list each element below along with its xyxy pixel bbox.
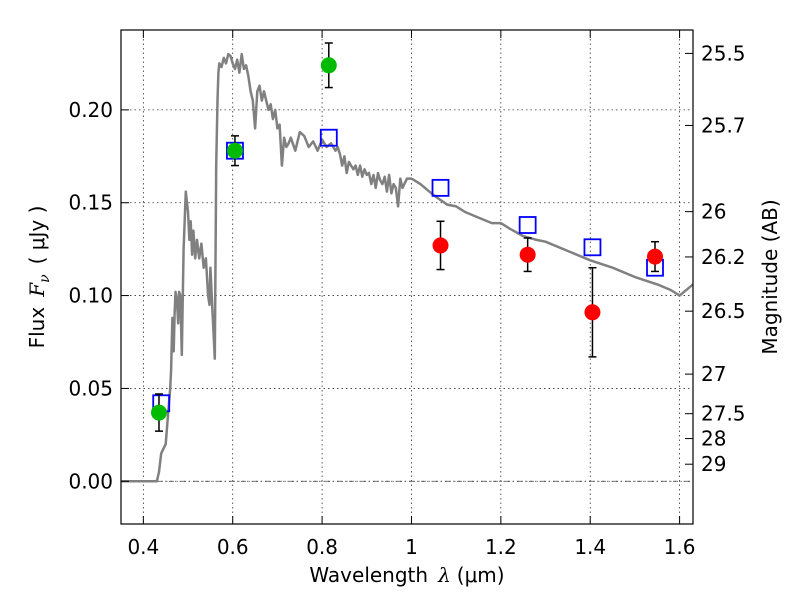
x-tick-label: 0.8	[306, 535, 338, 559]
observed-point	[226, 142, 243, 159]
observed-point	[584, 304, 601, 321]
magnitude-tick-label: 27	[701, 362, 726, 386]
magnitude-tick-label: 25.5	[701, 41, 746, 65]
x-tick-label: 0.6	[217, 535, 249, 559]
y-axis-label: FluxFν( μJy )	[25, 206, 53, 349]
model-photometry-square	[583, 238, 602, 257]
model-spectrum-line	[121, 52, 693, 483]
y-tick-label: 0.15	[68, 191, 113, 215]
model-photometry-square	[431, 178, 450, 197]
plot-area	[121, 42, 693, 483]
magnitude-tick-label: 28	[701, 427, 726, 451]
magnitude-tick-label: 25.7	[701, 113, 746, 137]
y2-axis-label: Magnitude (AB)	[758, 199, 782, 354]
y-tick-label: 0.00	[68, 469, 113, 493]
model-photometry-square	[518, 216, 537, 234]
y-tick-label: 0.20	[68, 98, 113, 122]
x-tick-label: 1.4	[574, 535, 606, 559]
x-tick-label: 1.6	[664, 535, 696, 559]
magnitude-tick-label: 27.5	[701, 402, 746, 426]
observed-point	[647, 248, 664, 265]
x-tick-label: 0.4	[127, 535, 159, 559]
observed-point	[320, 57, 337, 74]
observed-point	[150, 404, 167, 421]
x-axis-label: Wavelength λ (μm)	[309, 563, 504, 587]
magnitude-tick-label: 26.2	[701, 245, 746, 269]
model-photometry-square	[319, 128, 338, 147]
magnitude-tick-label: 26.5	[701, 299, 746, 323]
x-tick-label: 1.2	[485, 535, 517, 559]
plot-frame	[120, 29, 694, 525]
axis-ticks: 0.4 0.6 0.8 1 1.2 1.4 1.6 0.00 0.05 0.10 0.15 0.20 2…	[68, 30, 746, 559]
y-tick-label: 0.10	[68, 284, 113, 308]
x-tick-label: 1	[405, 535, 418, 559]
magnitude-tick-label: 26	[701, 200, 726, 224]
magnitude-tick-label: 29	[701, 452, 726, 476]
observed-point	[519, 246, 536, 263]
observed-point	[432, 237, 449, 254]
y-tick-label: 0.05	[68, 376, 113, 400]
